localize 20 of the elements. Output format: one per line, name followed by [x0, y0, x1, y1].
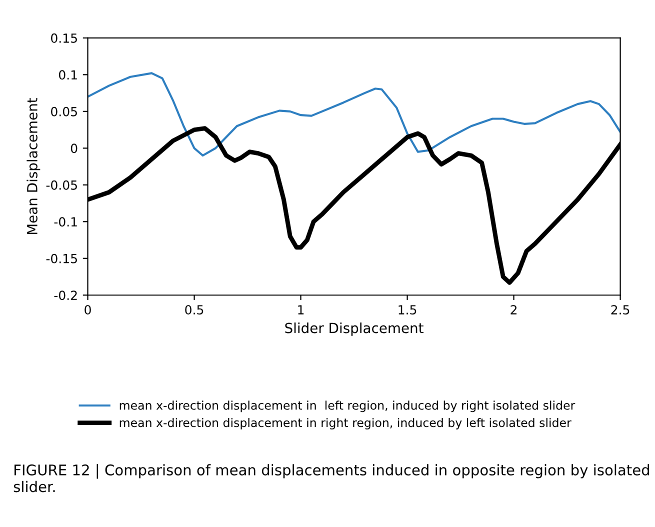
caption: FIGURE 12 | Comparison of mean displacements induced in opposite region by isolated slider. — [14, 464, 650, 492]
legend-label: mean x-direction displacement in right region, induced by left isolated slider — [120, 418, 572, 430]
x-tick-label: 2 — [510, 305, 517, 314]
y-tick-label: 0 — [70, 144, 78, 154]
line-series — [88, 72, 620, 157]
y-tick-label: 0.05 — [51, 106, 77, 116]
y-tick-label: -0.05 — [46, 180, 77, 190]
y-axis-title: Mean Displacement — [26, 98, 40, 234]
y-tick-label: 0.15 — [51, 33, 77, 43]
legend-label: mean x-direction displacement in left region, induced by right isolated slider — [120, 400, 576, 412]
x-axis-title: Slider Displacement — [285, 322, 424, 336]
x-tick-label: 2.5 — [611, 305, 630, 315]
y-tick-label: -0.15 — [46, 254, 77, 264]
x-tick-label: 1.5 — [398, 305, 416, 315]
x-tick-label: 0.5 — [185, 305, 204, 315]
x-tick-label: 1 — [298, 305, 304, 314]
y-tick-label: -0.1 — [54, 217, 77, 227]
y-tick-label: 0.1 — [58, 70, 77, 80]
x-tick-label: 0 — [84, 305, 91, 315]
y-tick-label: -0.2 — [54, 290, 77, 300]
